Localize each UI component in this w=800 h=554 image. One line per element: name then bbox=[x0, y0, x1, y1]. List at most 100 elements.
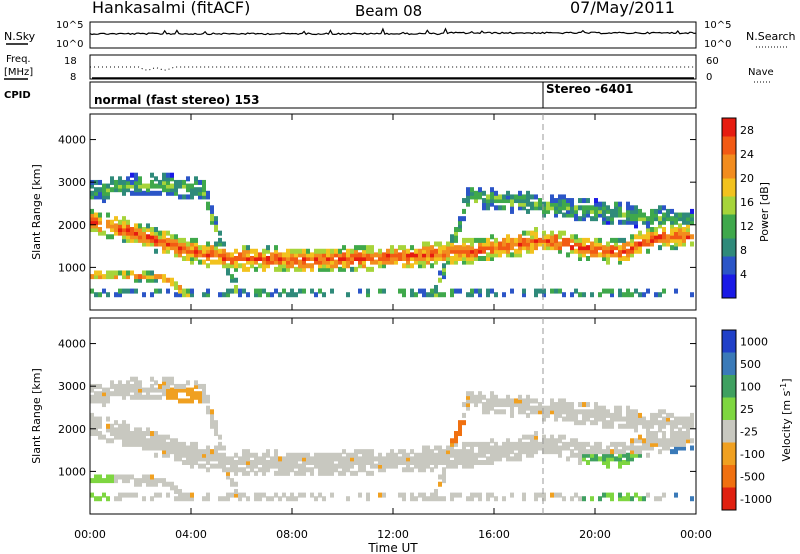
power-cell bbox=[438, 270, 442, 276]
power-cell bbox=[406, 263, 410, 269]
power-cell bbox=[502, 245, 506, 251]
power-colorbar-segment bbox=[722, 226, 736, 233]
power-cell bbox=[186, 176, 190, 182]
power-cell bbox=[634, 234, 638, 240]
power-cell bbox=[578, 241, 582, 247]
power-cell bbox=[138, 187, 142, 193]
velocity-cell bbox=[598, 441, 602, 447]
power-cell bbox=[398, 245, 402, 251]
power-cell bbox=[242, 263, 246, 269]
xlabel: Time UT bbox=[367, 541, 418, 554]
power-cell bbox=[158, 234, 162, 240]
power-cell bbox=[342, 256, 346, 261]
power-cell bbox=[594, 201, 598, 207]
velocity-cell bbox=[114, 387, 118, 393]
velocity-cell bbox=[290, 496, 294, 502]
velocity-cell bbox=[102, 402, 106, 408]
velocity-cell bbox=[602, 409, 606, 415]
velocity-cell bbox=[318, 467, 322, 473]
velocity-cell bbox=[134, 438, 138, 444]
velocity-cell bbox=[638, 438, 642, 444]
power-cell bbox=[222, 241, 226, 247]
velocity-scatter bbox=[90, 376, 694, 502]
power-cell bbox=[154, 227, 158, 233]
power-cell bbox=[190, 237, 194, 243]
power-cell bbox=[578, 245, 582, 251]
velocity-cell bbox=[458, 460, 462, 465]
velocity-cell bbox=[674, 441, 678, 447]
velocity-cell bbox=[398, 456, 402, 462]
power-cell bbox=[134, 190, 138, 196]
power-cell bbox=[402, 263, 406, 269]
velocity-cell bbox=[362, 467, 366, 473]
power-cell bbox=[294, 292, 298, 298]
power-cell bbox=[614, 201, 618, 207]
power-cell bbox=[490, 194, 494, 200]
power-cell bbox=[494, 245, 498, 251]
velocity-cell bbox=[618, 412, 622, 418]
power-cell bbox=[366, 252, 370, 258]
velocity-cell bbox=[454, 449, 458, 455]
power-cell bbox=[278, 263, 282, 269]
power-cell bbox=[178, 183, 182, 189]
power-cell bbox=[474, 237, 478, 243]
power-cell bbox=[610, 219, 614, 225]
power-cell bbox=[254, 288, 258, 294]
power-cell bbox=[154, 274, 158, 280]
velocity-cell bbox=[242, 456, 246, 462]
velocity-cell bbox=[134, 380, 138, 386]
velocity-cell bbox=[582, 496, 586, 502]
velocity-cell bbox=[150, 387, 154, 393]
velocity-cell bbox=[166, 441, 170, 447]
velocity-cell bbox=[474, 452, 478, 458]
velocity-cell bbox=[222, 456, 226, 462]
velocity-cell bbox=[150, 434, 154, 440]
velocity-cell bbox=[298, 452, 302, 458]
power-cell bbox=[154, 241, 158, 247]
velocity-cell bbox=[218, 441, 222, 447]
power-cell bbox=[202, 259, 206, 265]
power-cell bbox=[166, 176, 170, 182]
velocity-cell bbox=[658, 449, 662, 455]
power-cell bbox=[546, 208, 550, 214]
power-cell bbox=[354, 248, 358, 254]
power-cell bbox=[230, 274, 234, 280]
power-cell bbox=[214, 216, 218, 222]
velocity-cell bbox=[510, 456, 514, 462]
power-cell bbox=[138, 237, 142, 243]
power-cell bbox=[610, 248, 614, 254]
power-cell bbox=[430, 263, 434, 269]
power-cell bbox=[578, 252, 582, 258]
power-cell bbox=[222, 292, 226, 298]
power-cell bbox=[274, 248, 278, 254]
power-cell bbox=[358, 288, 362, 294]
velocity-cell bbox=[602, 412, 606, 418]
velocity-cell bbox=[370, 470, 374, 476]
power-cell bbox=[650, 227, 654, 233]
power-cell bbox=[162, 274, 166, 280]
power-cell bbox=[474, 252, 478, 258]
velocity-cell bbox=[602, 405, 606, 411]
power-cell bbox=[598, 237, 602, 243]
nave-tick-top: 60 bbox=[706, 56, 719, 67]
power-cell bbox=[146, 227, 150, 233]
velocity-cell bbox=[550, 398, 554, 404]
power-cell bbox=[478, 190, 482, 196]
velocity-cell bbox=[514, 398, 518, 404]
power-cell bbox=[154, 237, 158, 243]
power-cell bbox=[442, 274, 446, 280]
power-cell bbox=[450, 241, 454, 247]
power-cell bbox=[390, 252, 394, 258]
velocity-cell bbox=[218, 460, 222, 465]
velocity-cell bbox=[678, 445, 682, 451]
date-title: 07/May/2011 bbox=[570, 0, 675, 17]
power-cell bbox=[94, 187, 98, 193]
velocity-cell bbox=[134, 387, 138, 393]
velocity-cell bbox=[494, 496, 498, 502]
velocity-cell bbox=[94, 420, 98, 426]
power-cell bbox=[550, 194, 554, 200]
power-cell bbox=[370, 259, 374, 265]
velocity-cell bbox=[202, 398, 206, 404]
power-cell bbox=[538, 205, 542, 211]
velocity-cell bbox=[342, 470, 346, 476]
